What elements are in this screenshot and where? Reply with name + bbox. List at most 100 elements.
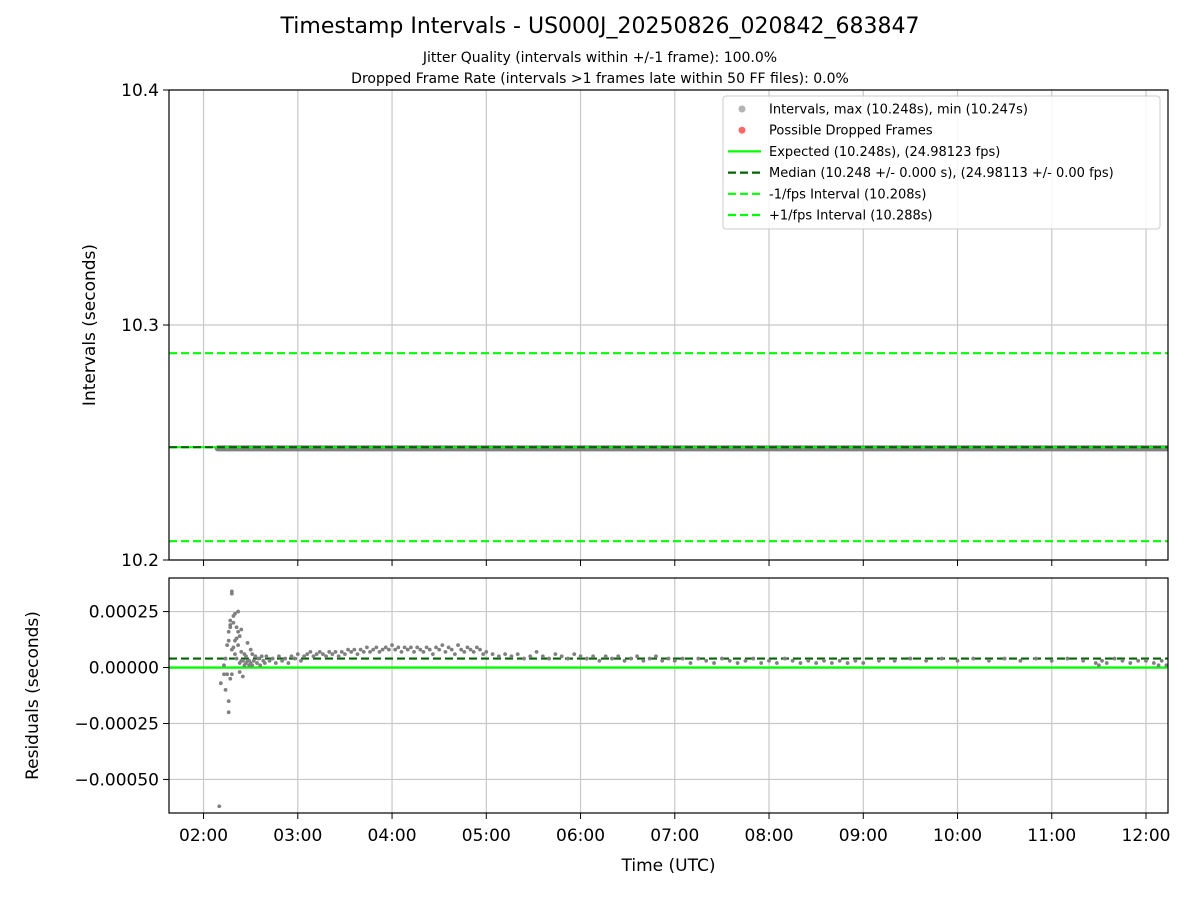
- legend-box: [722, 95, 1161, 230]
- residual-point: [666, 656, 671, 661]
- residual-point: [515, 652, 520, 656]
- residual-point: [616, 654, 621, 659]
- residual-point: [229, 589, 234, 594]
- residual-point: [405, 647, 410, 652]
- bottom-xlabel: Time (UTC): [621, 856, 716, 876]
- bottom-xtick-label: 08:00: [745, 826, 794, 846]
- residual-point: [236, 609, 241, 614]
- residual-point: [233, 652, 237, 656]
- residual-point: [292, 656, 297, 661]
- residual-point: [528, 654, 533, 659]
- residual-point: [628, 656, 633, 661]
- residual-point: [837, 658, 842, 663]
- residual-point: [987, 658, 991, 663]
- residual-point: [336, 654, 341, 659]
- residual-point: [259, 654, 264, 659]
- figure-title: Timestamp Intervals - US000J_20250826_02…: [280, 14, 920, 39]
- residual-point: [277, 654, 281, 659]
- residual-point: [680, 656, 685, 661]
- residual-point: [286, 661, 291, 665]
- residual-point: [496, 654, 501, 659]
- residual-point: [240, 658, 245, 663]
- residual-point: [566, 656, 570, 661]
- bottom-xtick-label: 02:00: [179, 826, 228, 846]
- residual-point: [218, 681, 223, 686]
- residual-point: [481, 652, 486, 656]
- residual-point: [478, 647, 482, 652]
- residual-point: [1159, 658, 1164, 663]
- residual-point: [225, 643, 230, 648]
- residual-point: [735, 661, 740, 665]
- residual-point: [1100, 658, 1104, 663]
- residual-point: [228, 623, 233, 627]
- residual-point: [1164, 663, 1168, 668]
- bottom-ytick-label: 0.00025: [89, 603, 159, 623]
- residual-point: [226, 699, 231, 703]
- residual-point: [402, 645, 407, 650]
- residual-point: [1002, 656, 1007, 661]
- residual-point: [236, 629, 241, 634]
- residual-point: [387, 647, 391, 652]
- residual-point: [462, 649, 467, 654]
- residual-point: [767, 658, 771, 663]
- residual-point: [437, 647, 442, 652]
- bottom-xtick-label: 12:00: [1122, 826, 1171, 846]
- residual-point: [239, 649, 244, 654]
- residual-point: [251, 658, 256, 663]
- residual-point: [311, 654, 316, 659]
- residual-point: [321, 652, 325, 656]
- residual-point: [314, 652, 319, 656]
- legend-label: Median (10.248 +/- 0.000 s), (24.98113 +…: [769, 166, 1114, 181]
- residual-point: [349, 649, 354, 654]
- residual-point: [1096, 663, 1101, 668]
- residual-point: [231, 645, 236, 650]
- residual-point: [412, 649, 416, 654]
- residual-point: [256, 656, 261, 661]
- residual-point: [1049, 658, 1054, 663]
- residual-point: [229, 672, 234, 677]
- top-plot-area: [169, 352, 1168, 543]
- residual-point: [368, 649, 372, 654]
- residual-point: [798, 661, 803, 665]
- residual-point: [704, 658, 709, 663]
- bottom-ytick-label: −0.00050: [74, 770, 159, 790]
- residual-point: [358, 647, 363, 652]
- residual-point: [635, 654, 639, 659]
- residual-point: [299, 658, 303, 663]
- residual-point: [289, 654, 294, 659]
- legend-label: +1/fps Interval (10.288s): [769, 209, 933, 224]
- residual-point: [250, 652, 255, 656]
- residual-point: [302, 654, 306, 659]
- residual-point: [339, 649, 344, 654]
- legend-label: -1/fps Interval (10.208s): [769, 187, 926, 202]
- residual-point: [1065, 656, 1070, 661]
- residual-point: [234, 625, 239, 630]
- residual-point: [597, 658, 602, 663]
- legend-label: Expected (10.248s), (24.98123 fps): [769, 145, 1000, 160]
- residual-point: [459, 647, 464, 652]
- residual-point: [244, 654, 248, 659]
- bottom-xtick-label: 03:00: [273, 826, 322, 846]
- residual-point: [1093, 661, 1098, 665]
- residual-point: [908, 656, 913, 661]
- residual-point: [245, 641, 250, 645]
- residual-point: [237, 634, 242, 639]
- residual-point: [223, 688, 228, 692]
- residual-point: [317, 649, 322, 654]
- residual-point: [1144, 658, 1148, 663]
- residual-point: [233, 611, 237, 616]
- residual-point: [250, 663, 255, 668]
- residual-point: [743, 658, 748, 663]
- residual-point: [418, 647, 423, 652]
- top-ylabel: Intervals (seconds): [80, 244, 100, 406]
- bottom-plot-area: [169, 589, 1168, 809]
- residual-point: [239, 627, 244, 632]
- residual-point: [712, 661, 716, 665]
- residual-point: [647, 656, 652, 661]
- bottom-axes-frame: [168, 577, 1169, 814]
- residual-point: [751, 656, 756, 661]
- residual-point: [471, 649, 476, 654]
- residual-point: [584, 656, 589, 661]
- residual-point: [540, 654, 545, 659]
